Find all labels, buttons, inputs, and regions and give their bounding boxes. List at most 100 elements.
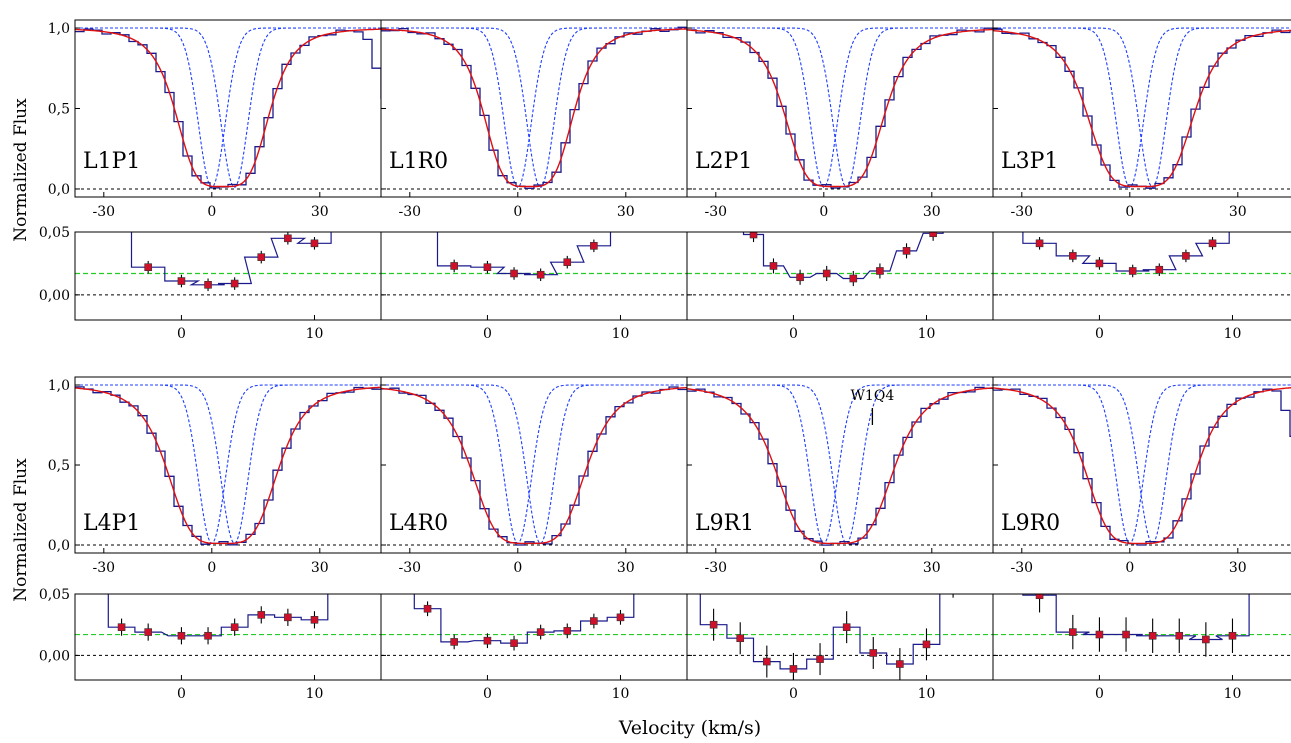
residual-point [144,628,152,636]
residual-point [423,604,432,613]
residual-point [902,247,911,255]
spectrum-panel-8 [993,384,1291,546]
residual-point [483,636,492,645]
residual-x-tick-label: 10 [612,326,630,342]
residual-point [896,660,904,668]
residual-x-tick-label: 0 [1095,326,1104,342]
residual-y-tick-label: 0,05 [39,587,70,603]
x-tick-label: 30 [311,560,329,576]
residual-point [769,262,778,270]
residual-point [849,274,858,283]
residual-point [563,627,572,635]
component-profile-2 [381,384,687,544]
y-tick-label: 1,0 [48,378,70,394]
panel-label: L3P1 [1001,149,1058,174]
residual-point [257,253,266,261]
component-profile-2 [993,27,1291,188]
residual-panel-frame [686,593,994,681]
spectrum-panel-3 [687,27,993,190]
spectrum-panel-1 [75,27,381,190]
x-tick-label: 30 [1229,560,1247,576]
residual-point [590,617,598,625]
residual-point [842,623,851,631]
residual-point [483,263,492,272]
residual-point [1095,630,1104,639]
residual-point [950,578,957,585]
model-fit [993,387,1291,545]
residual-point [869,649,878,657]
x-tick-label: 0 [207,560,216,576]
panel-label: L4P1 [83,511,140,536]
x-tick-label: 30 [923,204,941,220]
residual-x-tick-label: 0 [1095,686,1104,702]
residual-point [284,234,292,243]
residual-point [763,657,771,666]
residual-x-tick-label: 0 [177,686,186,702]
residual-point [796,273,804,282]
residual-point [536,628,545,636]
panel-label: L9R1 [695,511,754,536]
panel-label: L4R0 [389,511,448,536]
residual-x-tick-label: 10 [918,686,936,702]
residual-point [177,277,186,285]
residual-point [310,615,319,624]
residual-point [310,239,319,248]
residual-histogram [742,232,944,280]
residual-point [144,263,152,272]
residual-point [177,631,186,640]
spectrum-panel-5 [75,384,381,546]
residual-point [616,613,625,622]
residual-point [822,269,831,278]
residual-x-tick-label: 0 [789,686,798,702]
x-tick-label: -30 [399,560,422,576]
model-fit [75,386,381,545]
spectrum-panel-4 [993,27,1291,190]
residual-point [1182,252,1190,260]
residual-panel-3 [687,232,993,296]
panel-label: L1R0 [389,149,448,174]
component-profile-2 [993,384,1291,544]
residual-point [230,279,239,288]
residual-histogram [107,594,329,637]
residual-point [749,232,758,239]
residual-x-tick-label: 10 [306,686,324,702]
x-tick-label: -30 [1011,204,1034,220]
residual-point [204,280,212,289]
x-tick-label: 0 [819,204,828,220]
residual-x-tick-label: 0 [483,686,492,702]
residual-point [816,655,824,663]
x-tick-label: -30 [705,204,728,220]
residual-point [230,623,239,631]
residual-panel-2 [381,232,687,296]
residual-point [1175,631,1184,640]
y-tick-label: 0,0 [48,538,70,554]
residual-point [1208,239,1217,248]
component-annotation: W1Q4 [851,388,895,404]
residual-x-tick-label: 0 [177,326,186,342]
x-tick-label: -30 [1011,560,1034,576]
residual-panel-frame [992,231,1291,321]
residual-x-tick-label: 10 [306,326,324,342]
component-profile-2 [75,384,381,544]
x-tick-label: 30 [1229,204,1247,220]
x-tick-label: 30 [617,560,635,576]
residual-point [1122,630,1130,639]
residual-histogram [1022,594,1250,641]
y-tick-label: 0,0 [48,182,70,198]
residual-point [1128,267,1137,275]
spectrum-panel-6 [381,384,687,546]
residual-point [1069,252,1077,260]
x-tick-label: 30 [923,560,941,576]
residual-x-tick-label: 10 [1224,326,1242,342]
panel-label: L1P1 [83,149,140,174]
panel-label: L9R0 [1001,511,1060,536]
x-tick-label: 0 [819,560,828,576]
model-fit [381,386,687,545]
residual-panel-1 [75,232,381,296]
y-tick-label: 1,0 [48,21,70,37]
residual-histogram [413,594,635,644]
x-tick-label: 0 [1125,560,1134,576]
residual-histogram [436,232,612,276]
residual-y-tick-label: 0,05 [39,225,70,241]
residual-y-tick-label: 0,00 [39,648,70,664]
